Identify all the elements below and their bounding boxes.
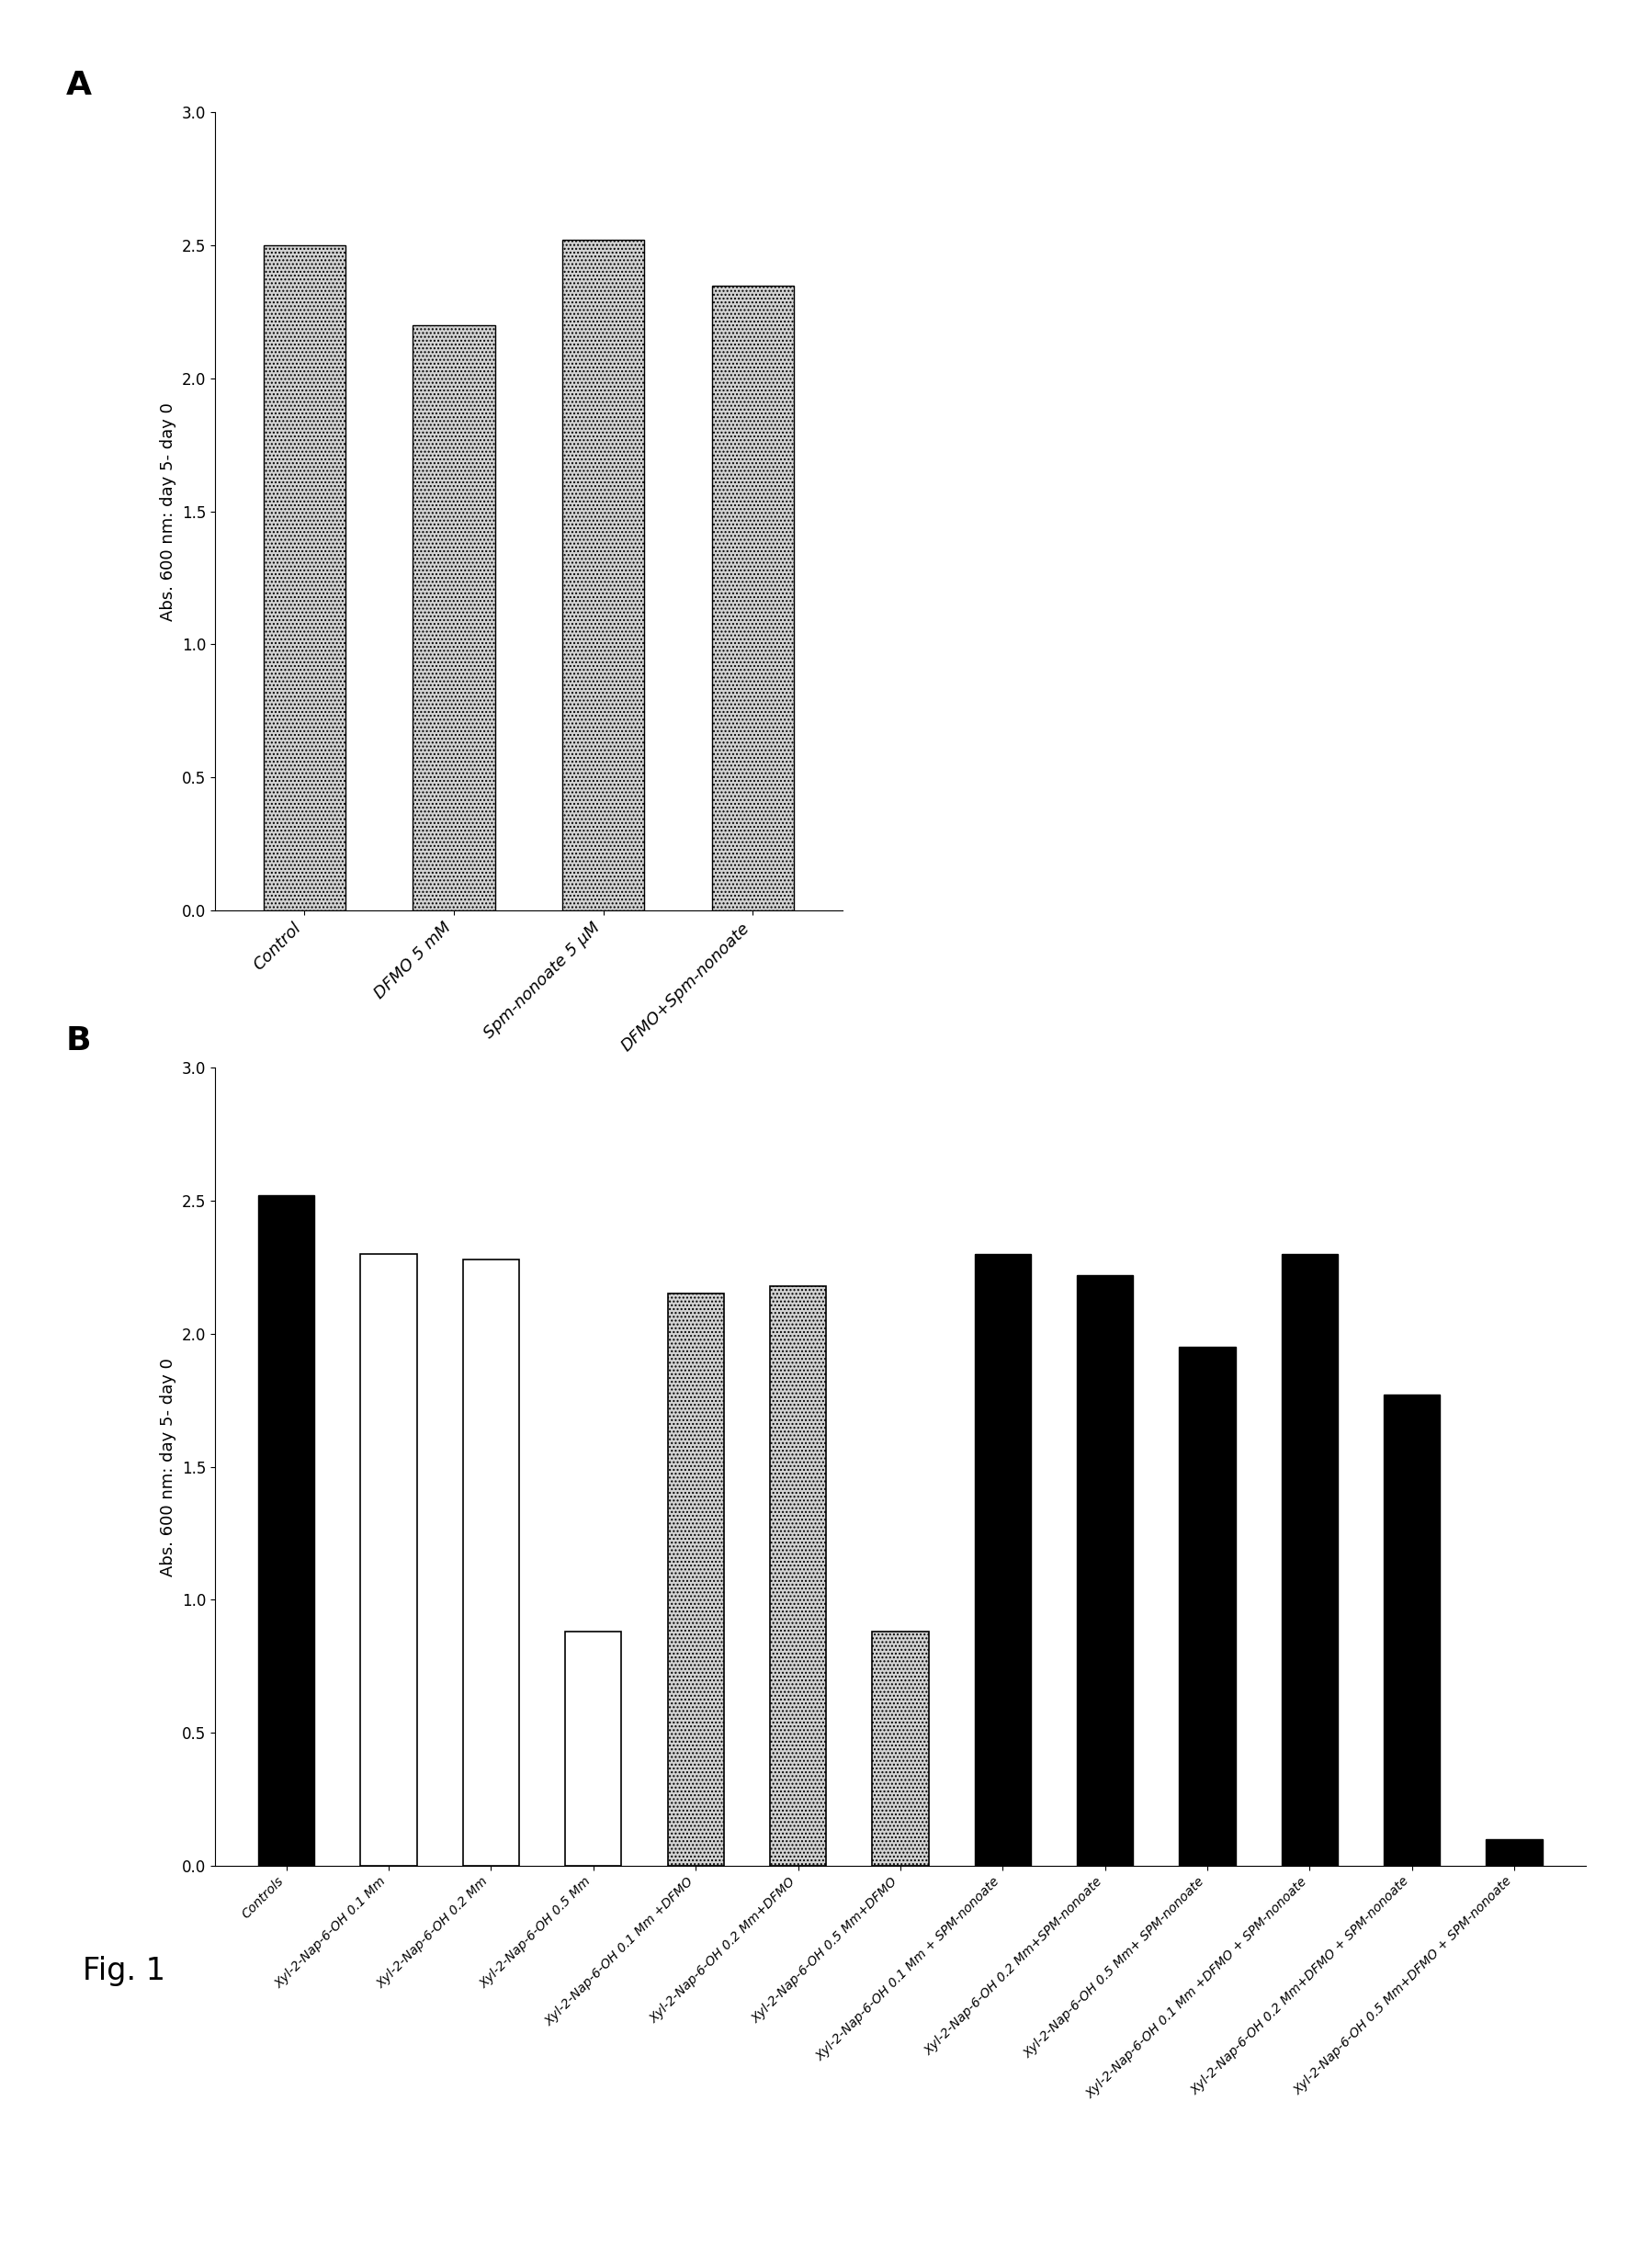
Bar (975, 1254, 1031, 1866)
Text: Fig. 1: Fig. 1 (83, 1956, 165, 1985)
Bar (1384, 1396, 1441, 1866)
Bar (360, 1254, 416, 1866)
Bar (413, 326, 496, 910)
Bar (1282, 1254, 1338, 1866)
Bar (562, 241, 644, 910)
Bar (463, 1259, 519, 1866)
Bar (770, 1286, 826, 1866)
Text: B: B (66, 1025, 91, 1057)
Text: A: A (66, 70, 93, 101)
Bar (565, 1632, 621, 1866)
Y-axis label: Abs. 600 nm: day 5- day 0: Abs. 600 nm: day 5- day 0 (160, 1358, 177, 1576)
Bar (1077, 1275, 1133, 1866)
Bar (258, 1196, 314, 1866)
Bar (712, 285, 795, 910)
Bar (1487, 1839, 1543, 1866)
Y-axis label: Abs. 600 nm: day 5- day 0: Abs. 600 nm: day 5- day 0 (160, 402, 177, 620)
Bar (1180, 1347, 1236, 1866)
Bar (872, 1632, 928, 1866)
Bar (263, 245, 345, 910)
Bar (667, 1295, 724, 1866)
